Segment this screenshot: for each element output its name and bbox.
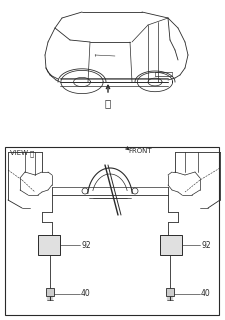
Bar: [5, 147, 219, 315]
Bar: [38, 235, 60, 255]
Text: FRONT: FRONT: [128, 148, 152, 154]
Text: 92: 92: [81, 241, 91, 250]
Bar: [46, 288, 54, 296]
Bar: [166, 288, 174, 296]
Text: Ⓐ: Ⓐ: [105, 98, 111, 108]
Text: VIEW: VIEW: [10, 150, 30, 156]
Text: Ⓐ: Ⓐ: [30, 150, 34, 156]
Text: 40: 40: [81, 290, 91, 299]
Text: 40: 40: [201, 290, 211, 299]
Text: 92: 92: [201, 241, 211, 250]
Bar: [160, 235, 182, 255]
